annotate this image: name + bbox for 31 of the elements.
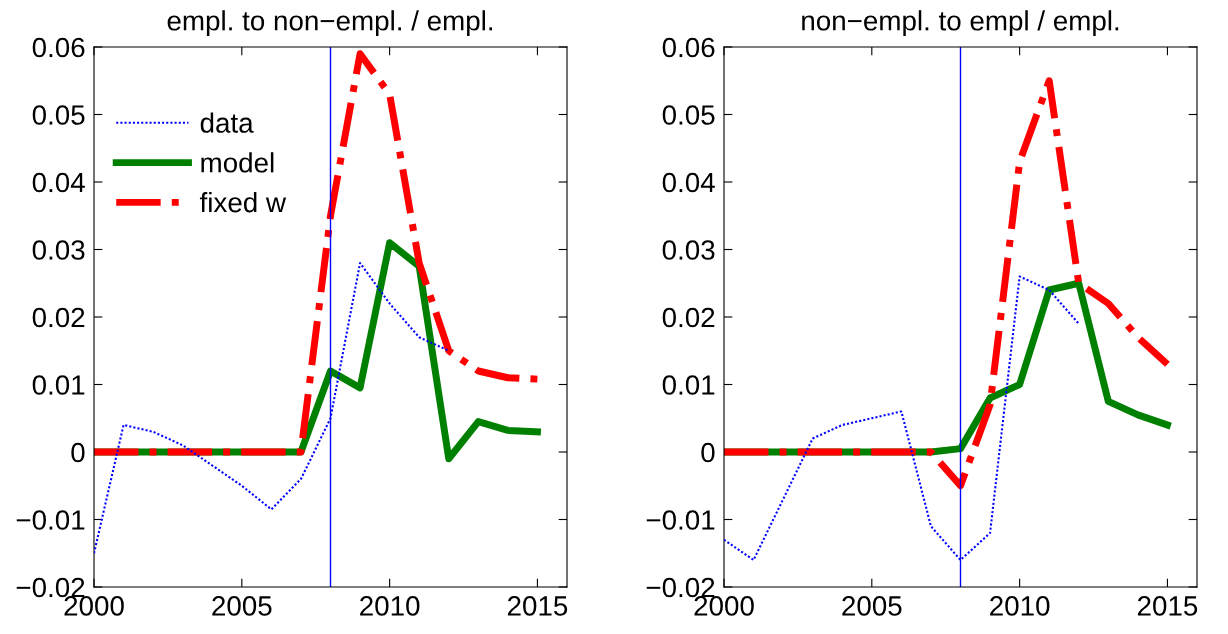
x-tick-label: 2015 <box>507 596 568 616</box>
x-tick-label: 2015 <box>1137 596 1198 616</box>
y-tick-label: 0 <box>71 442 85 463</box>
y-tick-label: 0.02 <box>32 307 85 328</box>
y-tick-label: 0.03 <box>32 240 85 260</box>
y-tick-label: −0.01 <box>16 510 85 530</box>
x-tick-label: 2010 <box>990 596 1050 616</box>
legend-label: data <box>200 112 254 133</box>
y-tick-label: 0.01 <box>32 375 85 395</box>
x-tick-label: 2000 <box>694 596 754 616</box>
y-tick-label: 0.02 <box>662 307 715 328</box>
y-tick-label: 0.05 <box>32 105 85 125</box>
x-tick-label: 2005 <box>842 596 902 616</box>
y-tick-label: 0 <box>701 442 715 463</box>
y-tick-label: 0.01 <box>662 375 715 395</box>
legend-label: fixed w <box>199 191 287 213</box>
chart-title: empl. to non−empl. / empl. <box>167 10 493 37</box>
chart-title: non−empl. to empl / empl. <box>802 10 1119 37</box>
y-tick-label: 0.04 <box>662 172 715 193</box>
y-tick-label: 0.06 <box>662 37 715 58</box>
legend-label: model <box>201 152 274 173</box>
y-tick-label: 0.03 <box>662 240 715 260</box>
y-tick-label: 0.04 <box>32 172 85 193</box>
y-tick-label: 0.06 <box>32 37 85 58</box>
y-tick-label: −0.01 <box>646 510 715 530</box>
x-tick-label: 2005 <box>212 596 272 616</box>
y-tick-label: 0.05 <box>662 105 715 125</box>
y-tick-label: −0.02 <box>16 577 85 598</box>
y-tick-label: −0.02 <box>646 577 715 598</box>
x-tick-label: 2010 <box>360 596 420 616</box>
x-tick-label: 2000 <box>64 596 124 616</box>
